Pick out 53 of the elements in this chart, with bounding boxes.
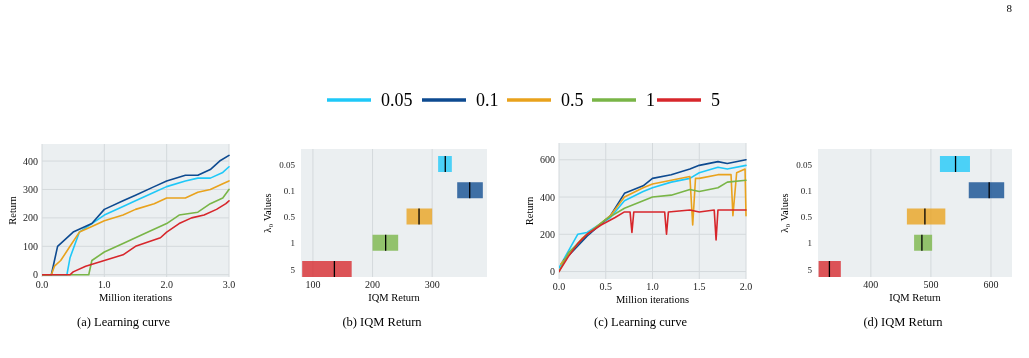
y-axis-title: Return [524, 195, 535, 226]
y-tick-label: 5 [290, 264, 296, 275]
x-tick-label: 0.5 [599, 281, 612, 292]
x-axis-title: Million iterations [615, 294, 690, 305]
y-tick-label: 0.05 [279, 159, 296, 170]
y-tick-label: 1 [290, 238, 295, 249]
y-tick-label: 0.1 [283, 185, 295, 196]
x-tick-label: 2.0 [739, 281, 753, 292]
x-tick-label: 0.0 [552, 281, 566, 292]
y-tick-label: 400 [23, 155, 38, 167]
x-tick-label: 0.0 [35, 279, 49, 290]
y-tick-label: 200 [23, 212, 38, 224]
x-tick-label: 500 [923, 279, 939, 290]
x-tick-label: 400 [863, 279, 879, 290]
text: (a) Learning curve [77, 315, 171, 329]
y-axis-title: λ₀ Values [779, 193, 790, 233]
y-tick-label: 0.1 [800, 185, 812, 196]
x-tick-label: 2.0 [160, 279, 173, 290]
line-series [559, 209, 747, 273]
y-axis-title: λ₀ Values [262, 193, 273, 233]
x-tick-label: 100 [305, 279, 321, 290]
y-tick-label: 0.05 [796, 159, 813, 170]
x-tick-label: 600 [983, 279, 999, 290]
legend-label: 0.1 [476, 90, 499, 110]
y-tick-label: 0.5 [800, 212, 813, 222]
y-tick-label: 0 [33, 269, 38, 281]
y-tick-label: 5 [807, 264, 813, 275]
y-tick-label: 100 [23, 240, 38, 252]
x-tick-label: 1.0 [646, 281, 659, 292]
y-tick-label: 0 [550, 266, 555, 278]
x-tick-label: 3.0 [222, 279, 236, 290]
x-axis-title: Million iterations [98, 292, 173, 303]
legend-label: 0.05 [381, 90, 413, 110]
y-tick-label: 1 [807, 238, 812, 249]
x-tick-label: 1.0 [98, 279, 111, 290]
text: (d) IQM Return [863, 315, 944, 329]
x-axis-title: IQM Return [368, 292, 421, 303]
legend-label: 1 [646, 90, 655, 110]
text: (c) Learning curve [594, 315, 688, 329]
y-tick-label: 300 [23, 183, 38, 195]
text: 8 [1006, 2, 1013, 14]
legend-label: 0.5 [561, 90, 584, 110]
text: (b) IQM Return [342, 315, 423, 329]
y-tick-label: 400 [540, 191, 555, 203]
x-tick-label: 1.5 [693, 281, 706, 292]
x-axis-title: IQM Return [889, 292, 942, 303]
y-tick-label: 0.5 [283, 212, 296, 222]
x-tick-label: 300 [424, 279, 440, 290]
x-tick-label: 200 [365, 279, 381, 290]
y-tick-label: 200 [540, 228, 555, 240]
legend-label: 5 [711, 90, 720, 110]
y-tick-label: 600 [540, 154, 555, 166]
y-axis-title: Return [7, 195, 18, 225]
